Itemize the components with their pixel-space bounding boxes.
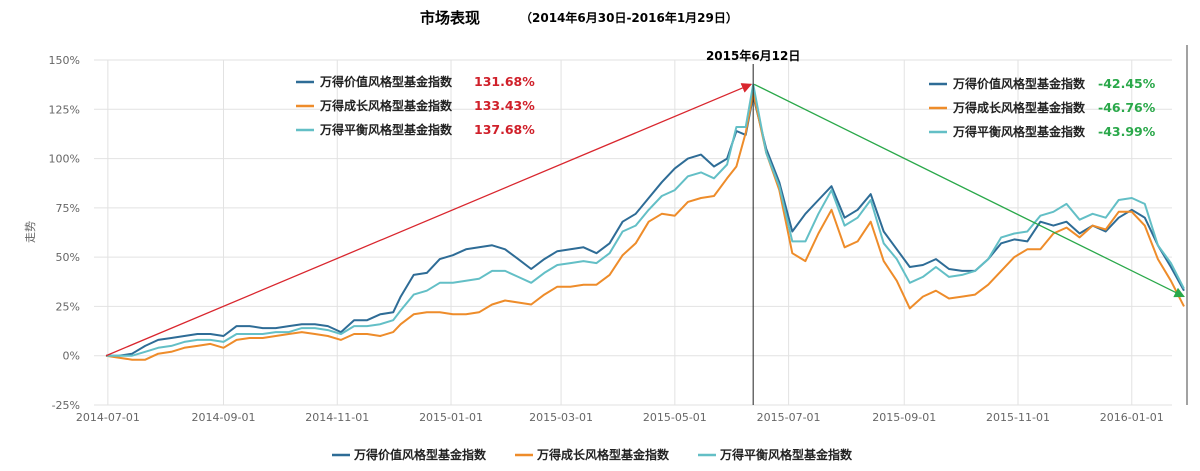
annotation-name: 万得平衡风格型基金指数 bbox=[319, 122, 453, 137]
x-tick-label: 2015-03-01 bbox=[529, 411, 593, 424]
annotation-name: 万得价值风格型基金指数 bbox=[952, 76, 1086, 91]
annotation-name: 万得价值风格型基金指数 bbox=[319, 74, 453, 89]
x-tick-label: 2014-11-01 bbox=[305, 411, 369, 424]
y-tick-label: 100% bbox=[49, 153, 80, 166]
fall-arrow bbox=[753, 83, 1185, 298]
x-tick-label: 2015-09-01 bbox=[872, 411, 936, 424]
series-line-value bbox=[106, 95, 1185, 357]
y-tick-label: 0% bbox=[63, 350, 80, 363]
annotation-value: 131.68% bbox=[474, 74, 535, 89]
series-layer bbox=[105, 83, 1185, 361]
y-tick-label: 25% bbox=[56, 300, 80, 313]
rise-arrow bbox=[105, 83, 753, 357]
y-tick-label: 150% bbox=[49, 54, 80, 67]
y-tick-label: 50% bbox=[56, 251, 80, 264]
peak-marker bbox=[752, 45, 1188, 405]
x-tick-label: 2016-01-01 bbox=[1100, 411, 1164, 424]
trend-arrows bbox=[105, 83, 1185, 357]
legend: 万得价值风格型基金指数 万得成长风格型基金指数 万得平衡风格型基金指数 bbox=[332, 447, 853, 462]
annotation-name: 万得平衡风格型基金指数 bbox=[952, 124, 1086, 139]
x-tick-label: 2014-09-01 bbox=[192, 411, 256, 424]
annotation-value: -42.45% bbox=[1098, 76, 1156, 91]
y-tick-label: 125% bbox=[49, 103, 80, 116]
series-line-growth bbox=[105, 91, 1185, 361]
annotation-value: -43.99% bbox=[1098, 124, 1156, 139]
x-tick-label: 2015-05-01 bbox=[643, 411, 707, 424]
series-line-balance bbox=[106, 83, 1185, 357]
annotation-value: 137.68% bbox=[474, 122, 535, 137]
annotation-after-peak: 万得价值风格型基金指数 -42.45% 万得成长风格型基金指数 -46.76% 万得平衡… bbox=[929, 76, 1156, 139]
x-tick-label: 2015-11-01 bbox=[986, 411, 1050, 424]
annotation-name: 万得成长风格型基金指数 bbox=[319, 98, 453, 113]
x-tick-label: 2014-07-01 bbox=[76, 411, 140, 424]
chart-title: 市场表现 bbox=[420, 9, 480, 27]
annotation-name: 万得成长风格型基金指数 bbox=[952, 100, 1086, 115]
grid bbox=[94, 59, 1172, 406]
y-axis: -25% 0% 25% 50% 75% 100% 125% 150% bbox=[49, 54, 80, 412]
x-axis: 2014-07-01 2014-09-01 2014-11-01 2015-01-01… bbox=[76, 411, 1164, 424]
peak-date-label: 2015年6月12日 bbox=[706, 48, 800, 63]
legend-label: 万得成长风格型基金指数 bbox=[536, 447, 670, 462]
annotation-value: 133.43% bbox=[474, 98, 535, 113]
annotation-before-peak: 万得价值风格型基金指数 131.68% 万得成长风格型基金指数 133.43% 万得平衡… bbox=[296, 74, 535, 137]
legend-label: 万得平衡风格型基金指数 bbox=[719, 447, 853, 462]
y-tick-label: 75% bbox=[56, 202, 80, 215]
x-tick-label: 2015-07-01 bbox=[757, 411, 821, 424]
x-tick-label: 2015-01-01 bbox=[419, 411, 483, 424]
chart-subtitle: （2014年6月30日-2016年1月29日） bbox=[520, 10, 738, 25]
y-tick-label: -25% bbox=[52, 399, 80, 412]
y-axis-label: 走势 bbox=[24, 221, 37, 243]
legend-label: 万得价值风格型基金指数 bbox=[353, 447, 487, 462]
annotation-value: -46.76% bbox=[1098, 100, 1156, 115]
